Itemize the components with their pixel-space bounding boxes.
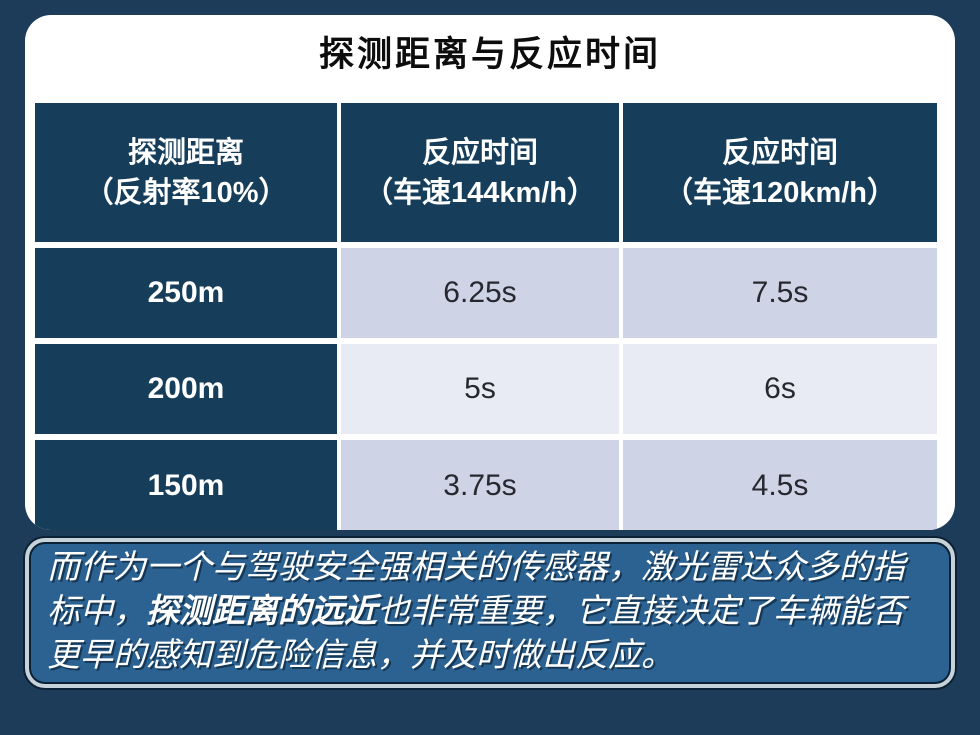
- note-part2: 也非常重要，它直接决定了车辆能否更早的感知到危险信息，并及时做出反应。: [47, 592, 905, 673]
- cell-200m-120kmh: 6s: [623, 344, 937, 434]
- header-line: （车速144km/h）: [363, 176, 597, 209]
- header-line: 反应时间: [721, 136, 838, 169]
- row-label-200m: 200m: [35, 344, 337, 434]
- note-emphasis: 探测距离的远近: [146, 592, 377, 629]
- note-panel: 而作为一个与驾驶安全强相关的传感器，激光雷达众多的指标中，探测距离的远近也非常重…: [25, 538, 955, 688]
- header-cell-detection-distance: 探测距离 （反射率10%）: [35, 103, 337, 242]
- cell-150m-144kmh: 3.75s: [341, 440, 619, 530]
- cell-250m-120kmh: 7.5s: [623, 248, 937, 338]
- table-card: 探测距离与反应时间 探测距离 （反射率10%） 反应时间 （车速144km/h）…: [25, 15, 955, 530]
- table-title: 探测距离与反应时间: [318, 35, 661, 74]
- cell-200m-144kmh: 5s: [341, 344, 619, 434]
- header-line: 反应时间: [421, 136, 538, 169]
- header-cell-reaction-time-120: 反应时间 （车速120km/h）: [623, 103, 937, 242]
- header-line: （车速120km/h）: [663, 176, 897, 209]
- cell-250m-144kmh: 6.25s: [341, 248, 619, 338]
- header-cell-reaction-time-144: 反应时间 （车速144km/h）: [341, 103, 619, 242]
- cell-150m-120kmh: 4.5s: [623, 440, 937, 530]
- row-label-150m: 150m: [35, 440, 337, 530]
- row-label-250m: 250m: [35, 248, 337, 338]
- header-line: 探测距离: [127, 136, 244, 169]
- detection-distance-table: 探测距离 （反射率10%） 反应时间 （车速144km/h） 反应时间 （车速1…: [35, 103, 937, 530]
- header-line: （反射率10%）: [84, 176, 288, 209]
- note-text: 而作为一个与驾驶安全强相关的传感器，激光雷达众多的指标中，探测距离的远近也非常重…: [29, 539, 951, 687]
- note-part1: 而作为一个与驾驶安全强相关的传感器，激光雷达众多的指标中，: [47, 548, 905, 629]
